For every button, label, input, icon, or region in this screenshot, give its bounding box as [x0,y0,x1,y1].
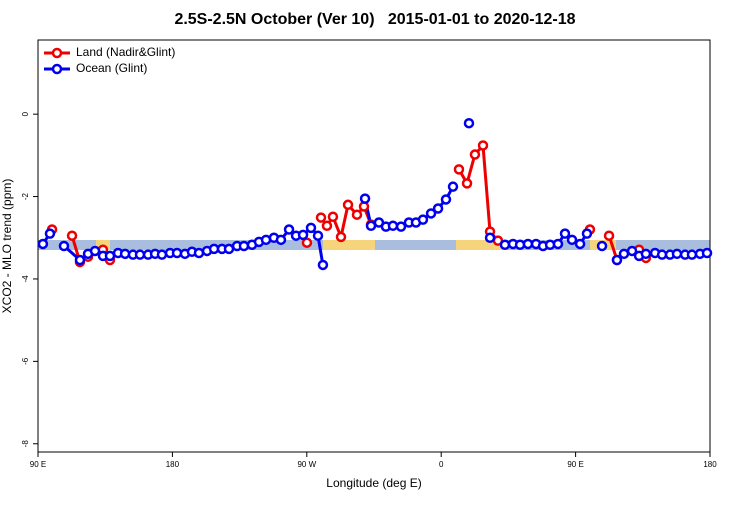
point [134,249,146,260]
point [440,194,452,205]
point [395,221,407,232]
legend-marker [51,47,63,59]
point [463,117,475,129]
point [238,240,250,252]
point [312,230,324,241]
point [44,228,56,239]
x-tick-label: 90 E [30,460,46,469]
point [574,238,586,250]
legend-label: Land (Nadir&Glint) [76,45,175,59]
plot-frame [37,39,711,453]
point [89,245,101,257]
y-tick-label: -4 [21,275,30,283]
legend-label: Ocean (Glint) [76,61,147,75]
y-axis-label: XCO2 - MLO trend (ppm) [0,179,14,314]
x-tick-label: 90 W [297,460,316,469]
point [618,248,630,260]
x-tick-label: 0 [439,460,444,469]
point [275,234,287,246]
point [559,228,571,239]
point [461,178,473,189]
legend-marker [51,63,63,75]
point [671,248,683,260]
point [297,229,309,241]
x-tick-label: 90 E [567,460,583,469]
y-tick-label: -6 [21,357,30,365]
point [104,250,116,262]
point [66,230,78,241]
point [223,243,235,255]
point [37,238,49,250]
point [477,140,489,151]
point [317,259,329,271]
point [611,254,623,266]
point [315,212,327,223]
point [603,230,615,241]
point [342,199,354,211]
point [686,249,698,260]
point [417,214,429,225]
point [432,203,444,214]
point [522,238,534,250]
x-axis-label: Longitude (deg E) [326,476,421,490]
point [566,234,578,246]
point [301,237,313,248]
point [321,220,333,232]
point [359,193,371,204]
point [351,209,363,220]
x-tick-label: 180 [166,460,180,469]
point [74,254,86,266]
x-tick-label: 180 [703,460,717,469]
point [499,239,511,251]
point [156,249,168,260]
land-ocean-band [38,240,710,250]
point [305,222,317,234]
land-band [456,240,502,250]
point [640,248,652,260]
y-tick-label: -8 [21,440,30,448]
point [327,211,339,222]
point [581,228,593,239]
point [469,149,481,160]
point [626,245,638,257]
point [453,164,465,175]
point [425,208,437,219]
point [58,240,70,252]
point [335,231,347,243]
y-tick-label: -2 [21,192,30,200]
point [484,232,496,244]
point [447,181,459,192]
chart-title: 2.5S-2.5N October (Ver 10) 2015-01-01 to… [174,11,575,28]
point [552,238,564,250]
point [701,247,713,259]
point [193,247,205,259]
y-tick-label: 0 [21,111,30,116]
point [596,240,608,252]
land-band [323,240,375,250]
point [387,220,399,232]
point [283,224,295,235]
